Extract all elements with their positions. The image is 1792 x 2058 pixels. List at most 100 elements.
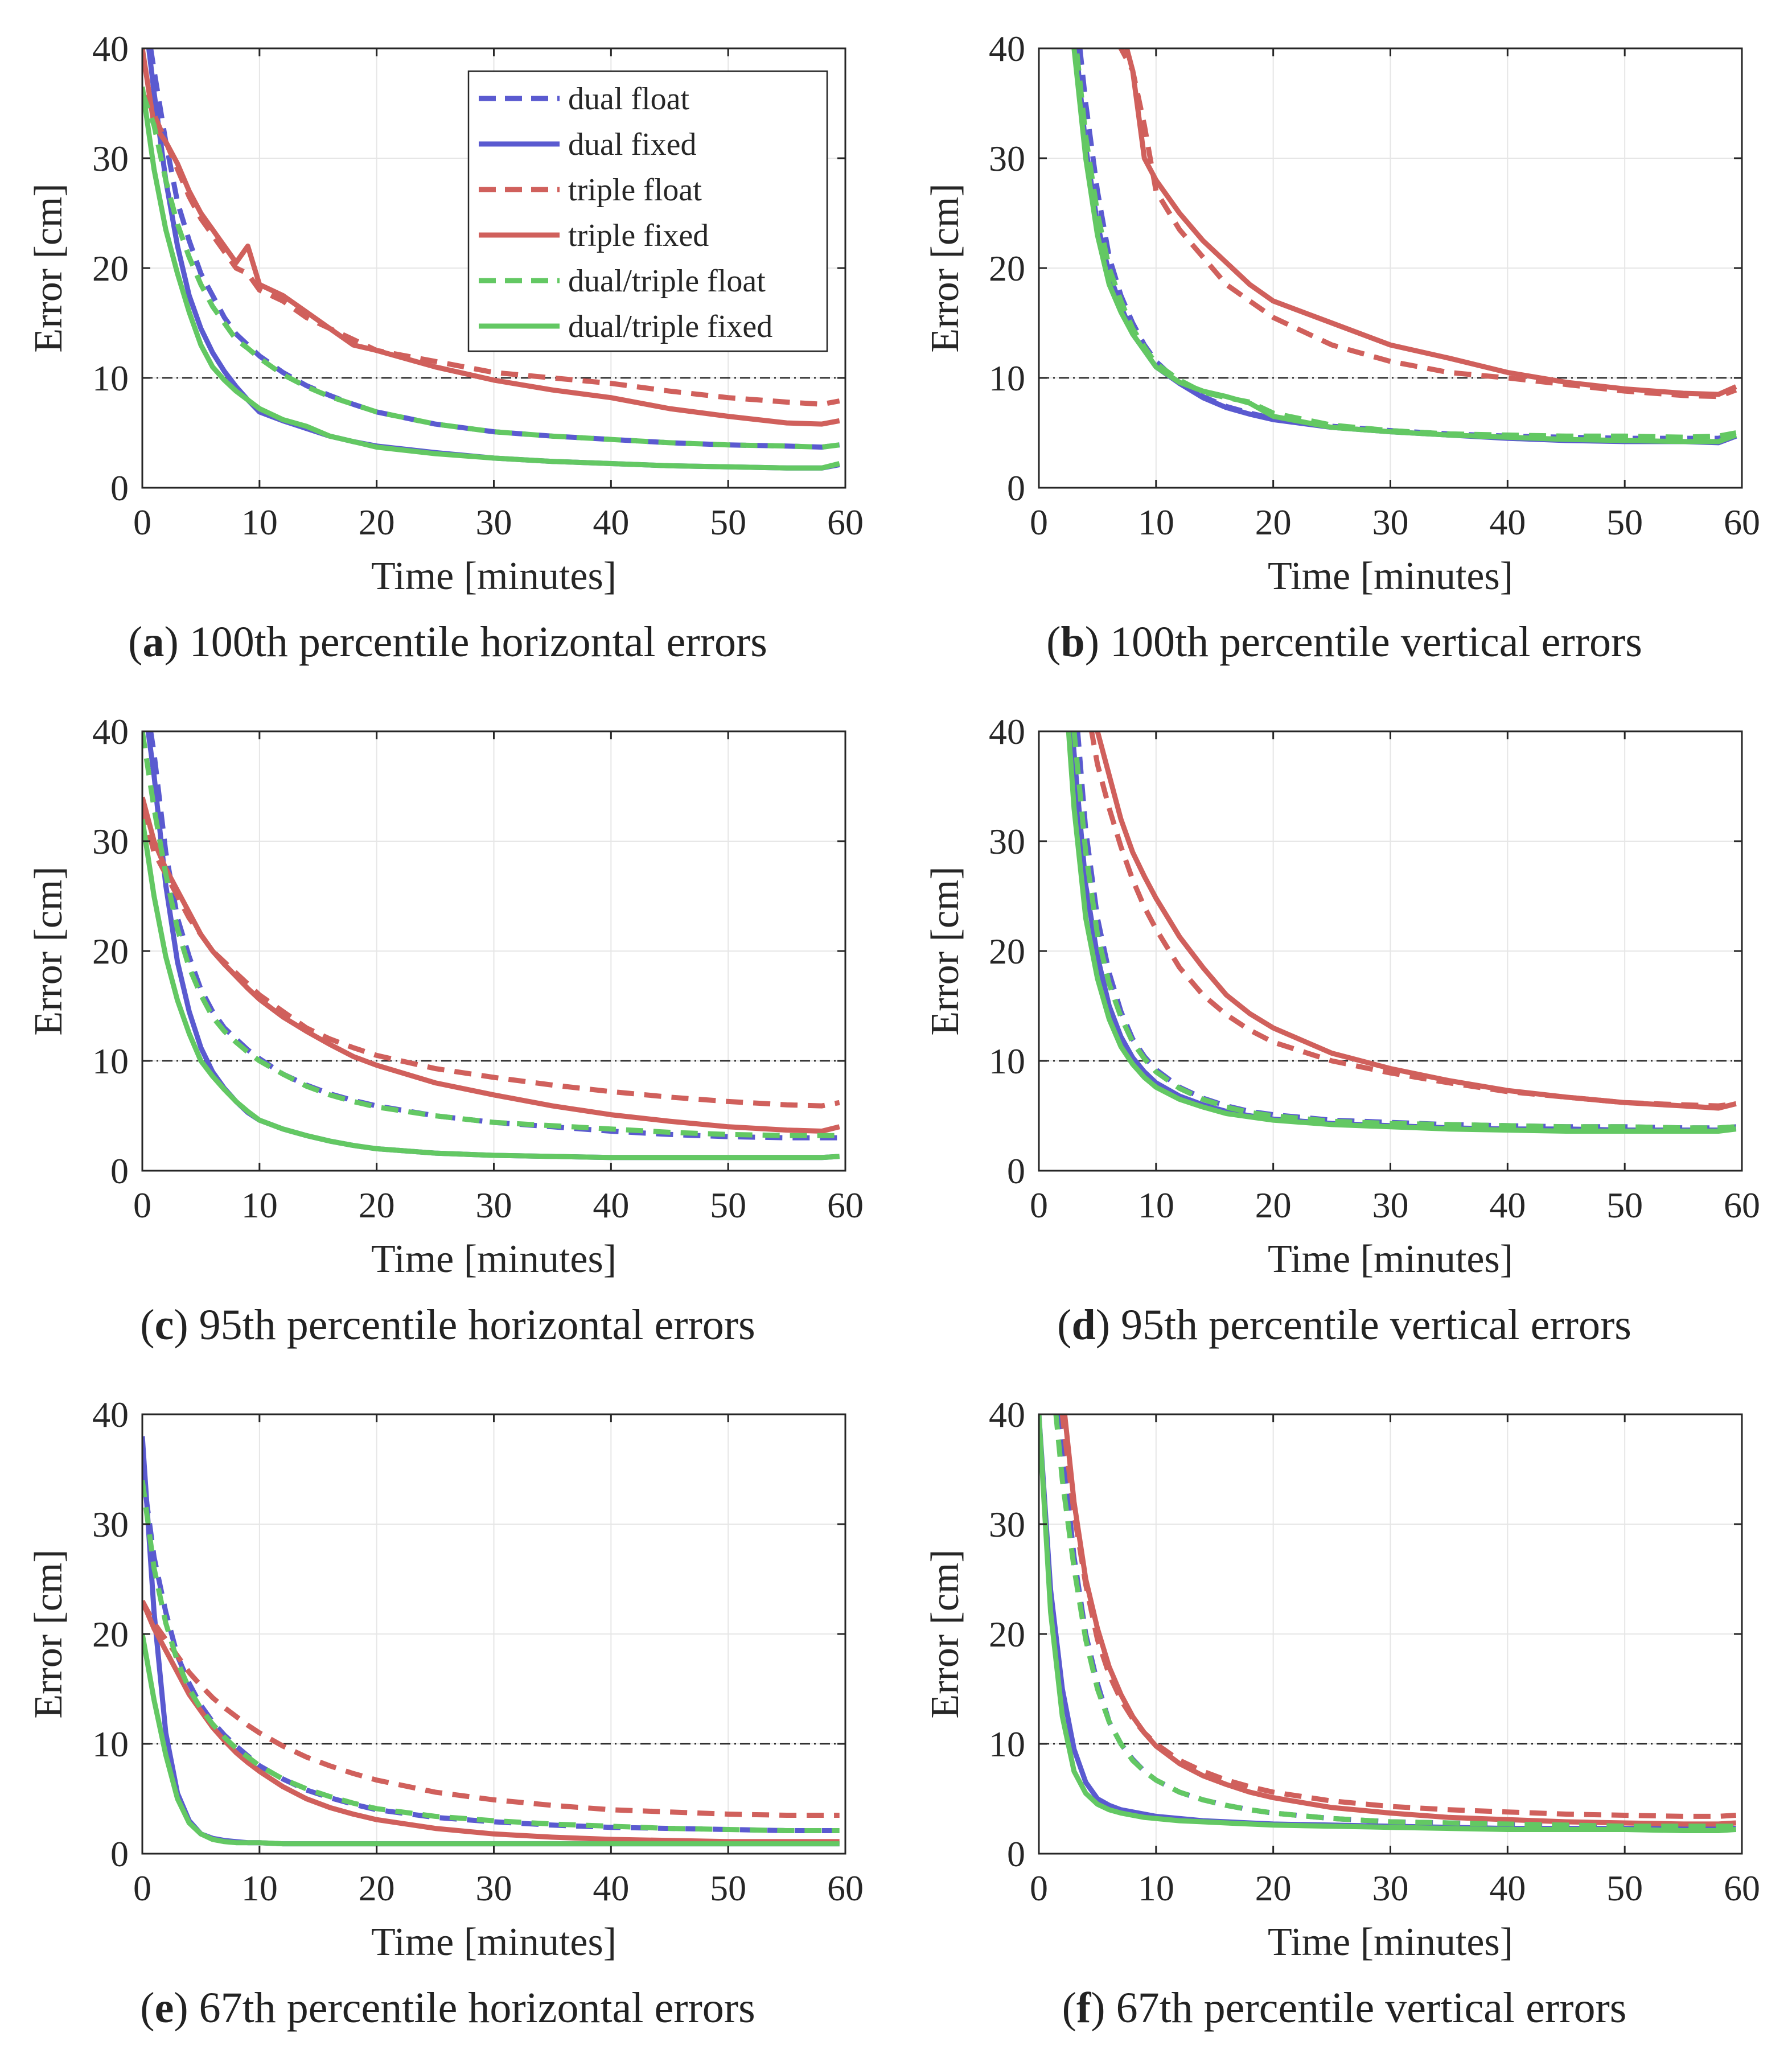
chart-e: 0 10 20 30 40 50 60 0 10 20 30 40 Time [minutes] Erro… bbox=[27, 1394, 864, 1964]
x-tick-label: 60 bbox=[1724, 1185, 1760, 1225]
y-tick-label: 10 bbox=[92, 1041, 129, 1081]
y-tick-label: 20 bbox=[989, 1614, 1025, 1654]
x-tick-label: 20 bbox=[1255, 1868, 1292, 1908]
x-tick-label: 60 bbox=[827, 1868, 864, 1908]
y-tick-label: 0 bbox=[110, 468, 129, 508]
x-tick-label: 60 bbox=[827, 502, 864, 542]
series-line-dual-triple-float bbox=[142, 91, 840, 450]
x-axis-label: Time [minutes] bbox=[1268, 1237, 1513, 1281]
y-tick-label: 0 bbox=[110, 1834, 129, 1874]
x-axis-label: Time [minutes] bbox=[1268, 1920, 1513, 1964]
series-line-triple-float bbox=[142, 1599, 840, 1818]
series-line-triple-fixed bbox=[1124, 48, 1737, 397]
caption-text: 67th percentile horizontal errors bbox=[199, 1984, 755, 2032]
legend: dual float dual fixed triple float triple f… bbox=[467, 70, 828, 352]
chart-f: 0 10 20 30 40 50 60 0 10 20 30 40 Time [minutes] Erro… bbox=[923, 1394, 1760, 1964]
x-tick-label: 0 bbox=[1030, 1868, 1048, 1908]
x-tick-label: 50 bbox=[710, 1868, 746, 1908]
caption-text: 100th percentile horizontal errors bbox=[189, 618, 767, 666]
x-tick-label: 30 bbox=[476, 1185, 512, 1225]
caption-a: (a) 100th percentile horizontal errors bbox=[128, 618, 767, 666]
x-tick-label: 0 bbox=[133, 1868, 151, 1908]
x-tick-label: 20 bbox=[359, 1868, 395, 1908]
legend-entry: triple fixed bbox=[568, 218, 709, 253]
y-tick-label: 40 bbox=[92, 1394, 129, 1435]
caption-text: 100th percentile vertical errors bbox=[1110, 618, 1642, 666]
y-tick-label: 20 bbox=[92, 248, 129, 289]
x-tick-label: 40 bbox=[593, 1868, 629, 1908]
y-axis-label: Error [cm] bbox=[27, 866, 71, 1035]
x-tick-label: 10 bbox=[241, 1185, 278, 1225]
caption-b: (b) 100th percentile vertical errors bbox=[1046, 618, 1642, 666]
panel-c: 0 10 20 30 40 50 60 0 10 20 30 40 Time [minutes] Erro… bbox=[0, 683, 895, 1298]
x-tick-label: 30 bbox=[1372, 1185, 1409, 1225]
x-tick-label: 0 bbox=[133, 502, 151, 542]
caption-letter: c bbox=[154, 1301, 174, 1349]
x-tick-label: 10 bbox=[1138, 1868, 1174, 1908]
y-tick-label: 30 bbox=[92, 1504, 129, 1545]
caption-c: (c) 95th percentile horizontal errors bbox=[140, 1301, 755, 1349]
x-tick-label: 40 bbox=[1489, 1868, 1526, 1908]
caption-letter: f bbox=[1076, 1984, 1091, 2032]
series-line-triple-float bbox=[142, 91, 840, 407]
legend-entry: dual float bbox=[568, 81, 689, 117]
series-line-triple-fixed bbox=[142, 796, 840, 1134]
series-line-dual-triple-float bbox=[1071, 731, 1736, 1131]
y-axis-label: Error [cm] bbox=[27, 1549, 71, 1718]
y-tick-label: 20 bbox=[989, 931, 1025, 972]
y-tick-label: 40 bbox=[989, 711, 1025, 752]
x-tick-label: 10 bbox=[241, 1868, 278, 1908]
caption-text: 95th percentile horizontal errors bbox=[199, 1301, 755, 1349]
series-line-triple-float bbox=[142, 807, 840, 1109]
x-tick-label: 30 bbox=[1372, 502, 1409, 542]
x-axis-label: Time [minutes] bbox=[1268, 554, 1513, 598]
series-line-dual-triple-float bbox=[142, 1480, 840, 1833]
y-tick-label: 10 bbox=[989, 1041, 1025, 1081]
caption-f: (f) 67th percentile vertical errors bbox=[1062, 1984, 1627, 2032]
caption-d: (d) 95th percentile vertical errors bbox=[1057, 1301, 1631, 1349]
x-tick-label: 20 bbox=[359, 502, 395, 542]
y-axis-label: Error [cm] bbox=[923, 866, 967, 1035]
series-line-dual-triple-fixed bbox=[142, 1633, 840, 1847]
caption-text: 67th percentile vertical errors bbox=[1116, 1984, 1627, 2032]
y-tick-label: 20 bbox=[989, 248, 1025, 289]
series-line-dual-triple-fixed bbox=[1071, 48, 1737, 444]
y-tick-label: 0 bbox=[1007, 1834, 1025, 1874]
y-tick-label: 30 bbox=[92, 821, 129, 862]
x-tick-label: 30 bbox=[476, 502, 512, 542]
x-tick-label: 50 bbox=[710, 502, 746, 542]
y-tick-label: 20 bbox=[92, 1614, 129, 1654]
y-axis-label: Error [cm] bbox=[27, 183, 71, 352]
legend-entry: dual/triple fixed bbox=[568, 309, 772, 344]
x-tick-label: 10 bbox=[1138, 502, 1174, 542]
x-axis-label: Time [minutes] bbox=[371, 554, 616, 598]
x-tick-label: 40 bbox=[593, 1185, 629, 1225]
y-tick-label: 30 bbox=[92, 138, 129, 179]
y-tick-label: 30 bbox=[989, 1504, 1025, 1545]
series-line-triple-fixed bbox=[1062, 1414, 1736, 1827]
panel-b: 0 10 20 30 40 50 60 0 10 20 30 40 Time [minutes] Erro… bbox=[897, 0, 1792, 615]
series-line-dual-float bbox=[148, 48, 840, 450]
caption-letter: d bbox=[1071, 1301, 1096, 1349]
caption-letter: b bbox=[1061, 618, 1085, 666]
x-tick-label: 0 bbox=[1030, 1185, 1048, 1225]
legend-entry: dual fixed bbox=[568, 127, 696, 162]
panel-e: 0 10 20 30 40 50 60 0 10 20 30 40 Time [minutes] Erro… bbox=[0, 1366, 895, 1981]
x-tick-label: 10 bbox=[241, 502, 278, 542]
y-tick-label: 40 bbox=[989, 1394, 1025, 1435]
y-tick-label: 20 bbox=[92, 931, 129, 972]
x-axis-label: Time [minutes] bbox=[371, 1237, 616, 1281]
caption-letter: e bbox=[154, 1984, 174, 2032]
x-tick-label: 60 bbox=[1724, 1868, 1760, 1908]
x-tick-label: 10 bbox=[1138, 1185, 1174, 1225]
y-tick-label: 0 bbox=[1007, 468, 1025, 508]
legend-entry: dual/triple float bbox=[568, 264, 766, 299]
series-line-dual-triple-fixed bbox=[142, 818, 840, 1160]
x-tick-label: 20 bbox=[1255, 1185, 1292, 1225]
chart-a: 0 10 20 30 40 50 60 0 10 20 30 40 Time [minutes] Erro… bbox=[27, 28, 864, 598]
y-tick-label: 30 bbox=[989, 821, 1025, 862]
x-tick-label: 0 bbox=[133, 1185, 151, 1225]
y-tick-label: 10 bbox=[989, 358, 1025, 398]
panel-f: 0 10 20 30 40 50 60 0 10 20 30 40 Time [minutes] Erro… bbox=[897, 1366, 1792, 1981]
